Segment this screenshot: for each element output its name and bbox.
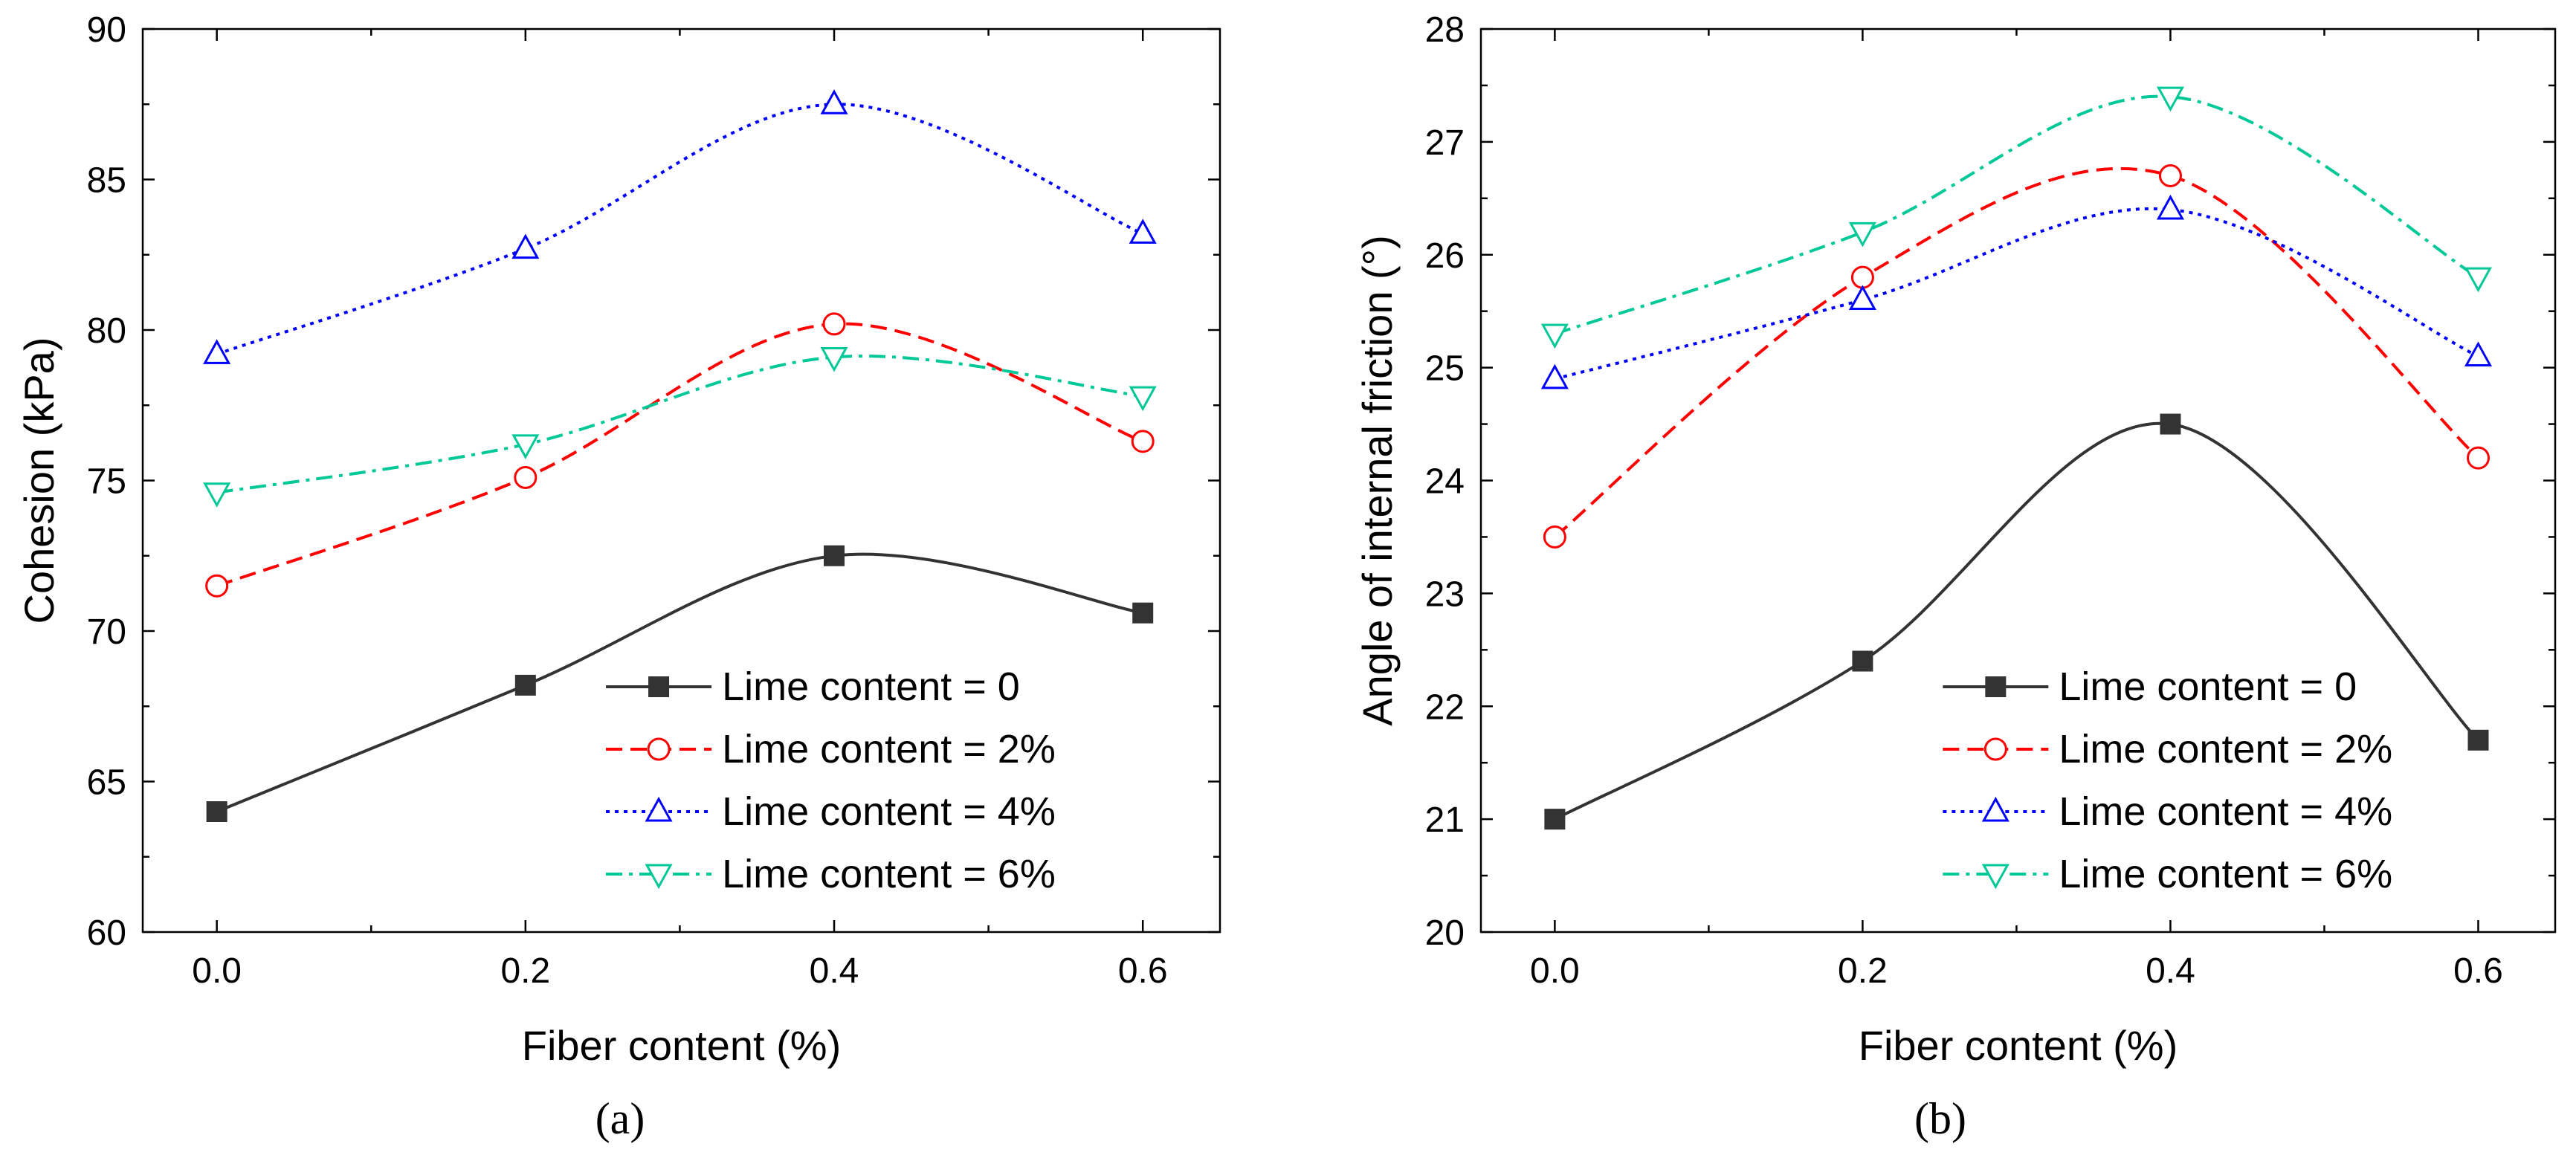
- y-tick-label: 25: [1425, 349, 1465, 389]
- y-tick-label: 70: [87, 612, 126, 652]
- data-point-series-1: [2158, 164, 2182, 187]
- x-tick-label: 0.6: [2453, 951, 2503, 991]
- legend-label-0: Lime content = 0: [722, 664, 1020, 709]
- data-point-series-0: [206, 801, 227, 822]
- data-point-series-0: [1132, 602, 1154, 624]
- series-line-0: [216, 552, 1143, 813]
- legend-marker-1: [647, 737, 671, 761]
- data-point-series-1: [2466, 446, 2490, 470]
- x-tick-label: 0.4: [2146, 951, 2195, 991]
- data-point-series-2: [820, 89, 848, 114]
- legend-label-0: Lime content = 0: [2059, 664, 2357, 709]
- data-point-series-2: [2156, 194, 2184, 220]
- data-point-series-1: [514, 465, 538, 489]
- data-point-series-3: [2156, 86, 2184, 112]
- data-point-series-3: [820, 346, 848, 372]
- data-point-series-3: [1540, 323, 1569, 349]
- panel-caption: (b): [1914, 1094, 1966, 1143]
- y-tick-label: 27: [1425, 123, 1465, 163]
- legend-label-1: Lime content = 2%: [2059, 727, 2392, 772]
- panel-caption: (a): [595, 1094, 645, 1143]
- x-tick-label: 0.0: [1530, 951, 1580, 991]
- y-tick-label: 75: [87, 462, 126, 502]
- legend-label-2: Lime content = 4%: [722, 789, 1056, 834]
- data-point-series-2: [1540, 363, 1569, 389]
- x-axis-title: Fiber content (%): [1859, 1022, 2178, 1069]
- y-tick-label: 65: [87, 763, 126, 803]
- x-tick-label: 0.2: [500, 951, 550, 991]
- legend-marker-0: [648, 676, 670, 697]
- data-point-series-1: [1131, 430, 1155, 453]
- legend-marker-3: [1981, 864, 2010, 890]
- legend-label-3: Lime content = 6%: [722, 852, 1056, 896]
- y-tick-label: 23: [1425, 575, 1465, 614]
- y-tick-label: 26: [1425, 236, 1465, 276]
- data-point-series-0: [1544, 809, 1566, 830]
- plot-frame: [1479, 28, 2557, 934]
- legend-marker-2: [645, 796, 673, 822]
- legend-marker-2: [1981, 796, 2010, 822]
- y-axis-title: Cohesion (kPa): [16, 337, 62, 624]
- y-tick-label: 28: [1425, 10, 1465, 50]
- data-point-series-2: [2464, 341, 2493, 366]
- data-point-series-2: [203, 339, 231, 364]
- data-point-series-2: [1848, 285, 1876, 310]
- data-point-series-3: [1848, 221, 1876, 248]
- x-axis-title: Fiber content (%): [522, 1022, 842, 1069]
- y-tick-label: 60: [87, 913, 126, 953]
- data-point-series-0: [2160, 413, 2181, 435]
- plot-frame: [141, 28, 1221, 934]
- data-point-series-0: [1852, 650, 1873, 672]
- series-line-1: [216, 322, 1143, 588]
- data-point-series-1: [1543, 525, 1566, 549]
- series-line-3: [216, 355, 1143, 494]
- data-point-series-1: [1850, 265, 1874, 289]
- data-point-series-2: [1129, 219, 1157, 244]
- chart-panel-b: 20 21 22 23 24 25 26 27 28 0.0 0.2 0.4 0.6 Fiber cont…: [1354, 10, 2557, 1143]
- data-point-series-3: [2464, 267, 2493, 293]
- x-tick-label: 0.2: [1838, 951, 1888, 991]
- legend-marker-1: [1983, 737, 2007, 761]
- data-point-series-1: [822, 312, 846, 336]
- data-point-series-0: [2467, 729, 2489, 751]
- x-tick-label: 0.4: [810, 951, 859, 991]
- legend-label-1: Lime content = 2%: [722, 727, 1056, 772]
- data-point-series-3: [203, 482, 231, 508]
- series-line-2: [216, 103, 1143, 356]
- y-tick-label: 22: [1425, 688, 1465, 727]
- y-tick-label: 21: [1425, 800, 1465, 840]
- y-tick-label: 80: [87, 311, 126, 351]
- y-axis-title: Angle of internal friction (°): [1354, 235, 1401, 725]
- chart-panel-a: 60 65 70 75 80 85 90 0.0 0.2 0.4 0.6 Fiber content …: [16, 10, 1221, 1143]
- data-point-series-3: [511, 434, 540, 460]
- x-tick-label: 0.0: [192, 951, 242, 991]
- series-line-3: [1554, 94, 2479, 335]
- data-point-series-3: [1129, 386, 1157, 412]
- legend-marker-3: [645, 864, 673, 890]
- data-point-series-2: [511, 233, 540, 259]
- data-point-series-0: [514, 674, 536, 696]
- y-tick-label: 85: [87, 161, 126, 201]
- legend-marker-0: [1985, 676, 2007, 697]
- x-tick-label: 0.6: [1118, 951, 1168, 991]
- legend-label-2: Lime content = 4%: [2059, 789, 2392, 834]
- y-tick-label: 24: [1425, 462, 1465, 502]
- series-line-2: [1554, 207, 2479, 381]
- y-tick-label: 20: [1425, 913, 1465, 953]
- series-line-0: [1554, 421, 2479, 821]
- series-line-1: [1554, 166, 2479, 538]
- data-point-series-0: [824, 545, 845, 566]
- data-point-series-1: [205, 574, 229, 598]
- legend-label-3: Lime content = 6%: [2059, 852, 2392, 896]
- y-tick-label: 90: [87, 10, 126, 50]
